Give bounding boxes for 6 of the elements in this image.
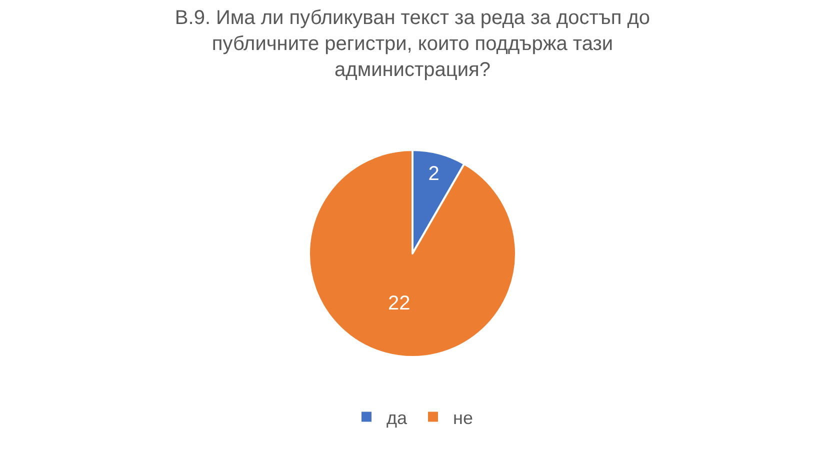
data-label: 2 [428, 163, 440, 186]
legend-label: да [386, 408, 408, 428]
legend-label: не [453, 408, 473, 428]
chart-title: В.9. Има ли публикуван текст за реда за достъп до публичните регистри, които поддържа тази администрация? [174, 7, 650, 81]
pie-slice [308, 149, 517, 358]
data-label: 22 [388, 292, 410, 314]
